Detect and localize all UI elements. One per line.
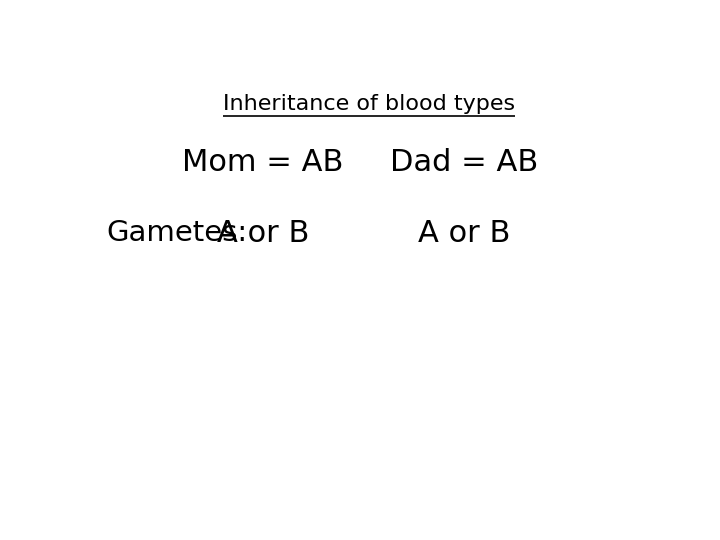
Text: A or B: A or B	[217, 219, 309, 248]
Text: Dad = AB: Dad = AB	[390, 148, 538, 177]
Text: Inheritance of blood types: Inheritance of blood types	[223, 94, 515, 114]
Text: A or B: A or B	[418, 219, 510, 248]
Text: Mom = AB: Mom = AB	[182, 148, 343, 177]
Text: Gametes:: Gametes:	[107, 219, 248, 247]
